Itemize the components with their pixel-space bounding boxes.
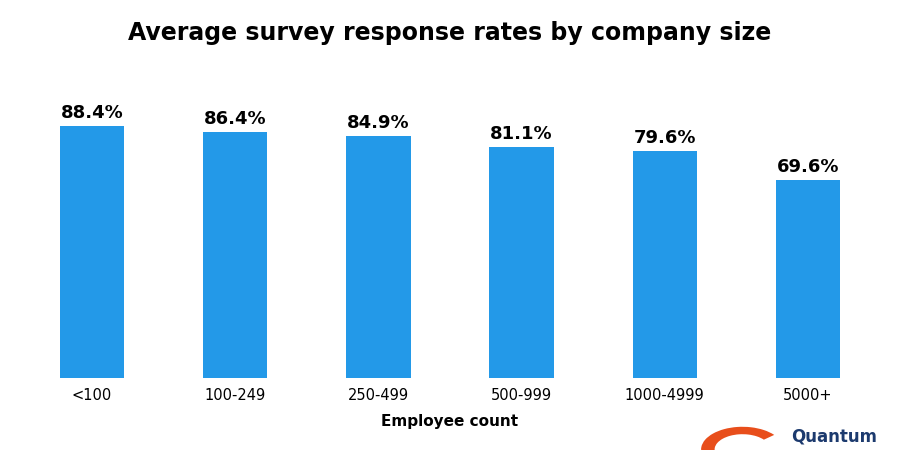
- Text: Quantum: Quantum: [791, 428, 878, 446]
- Text: 84.9%: 84.9%: [347, 114, 410, 132]
- Bar: [59, 126, 124, 378]
- Bar: [490, 147, 554, 378]
- Bar: [633, 152, 697, 378]
- Bar: [776, 180, 841, 378]
- Bar: [346, 136, 410, 378]
- Text: 79.6%: 79.6%: [634, 129, 696, 147]
- Wedge shape: [701, 427, 782, 450]
- Text: 88.4%: 88.4%: [60, 104, 123, 122]
- Text: 86.4%: 86.4%: [204, 110, 266, 128]
- Title: Average survey response rates by company size: Average survey response rates by company…: [129, 21, 771, 45]
- Text: 81.1%: 81.1%: [491, 125, 553, 143]
- Text: 69.6%: 69.6%: [777, 158, 839, 176]
- Bar: [203, 132, 267, 378]
- X-axis label: Employee count: Employee count: [382, 414, 518, 429]
